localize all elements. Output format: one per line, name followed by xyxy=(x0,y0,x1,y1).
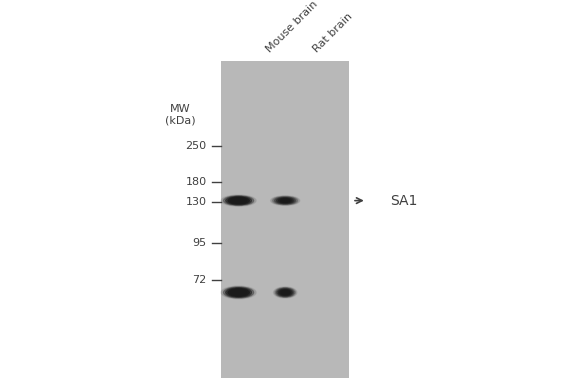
Text: 72: 72 xyxy=(193,275,207,285)
Ellipse shape xyxy=(235,291,243,294)
Ellipse shape xyxy=(274,287,297,298)
Ellipse shape xyxy=(228,288,249,296)
Ellipse shape xyxy=(281,291,289,294)
Ellipse shape xyxy=(226,288,251,297)
Text: MW
(kDa): MW (kDa) xyxy=(165,104,196,126)
Ellipse shape xyxy=(221,195,256,206)
Ellipse shape xyxy=(232,290,245,295)
Ellipse shape xyxy=(283,200,286,201)
Ellipse shape xyxy=(275,288,295,297)
Ellipse shape xyxy=(223,287,254,298)
Text: 250: 250 xyxy=(186,141,207,151)
Ellipse shape xyxy=(271,196,300,205)
Ellipse shape xyxy=(274,197,296,204)
Ellipse shape xyxy=(282,200,289,202)
Ellipse shape xyxy=(230,198,247,203)
Text: SA1: SA1 xyxy=(390,194,417,208)
Ellipse shape xyxy=(282,291,288,294)
Ellipse shape xyxy=(276,198,294,203)
Ellipse shape xyxy=(223,196,254,206)
Ellipse shape xyxy=(228,197,249,204)
Ellipse shape xyxy=(230,290,247,296)
Ellipse shape xyxy=(237,200,240,201)
Text: Rat brain: Rat brain xyxy=(311,12,354,55)
Text: 95: 95 xyxy=(193,239,207,248)
Ellipse shape xyxy=(279,290,291,295)
Ellipse shape xyxy=(278,289,292,296)
Ellipse shape xyxy=(221,286,256,299)
Ellipse shape xyxy=(278,198,292,203)
Ellipse shape xyxy=(235,199,243,202)
Ellipse shape xyxy=(276,288,294,297)
Ellipse shape xyxy=(272,197,298,205)
Text: 180: 180 xyxy=(186,177,207,187)
Ellipse shape xyxy=(284,292,286,293)
Text: Mouse brain: Mouse brain xyxy=(265,0,320,55)
Bar xyxy=(221,61,349,378)
Ellipse shape xyxy=(232,198,245,203)
Ellipse shape xyxy=(226,197,251,205)
Ellipse shape xyxy=(280,199,290,202)
Ellipse shape xyxy=(237,292,240,293)
Text: 130: 130 xyxy=(186,197,207,207)
